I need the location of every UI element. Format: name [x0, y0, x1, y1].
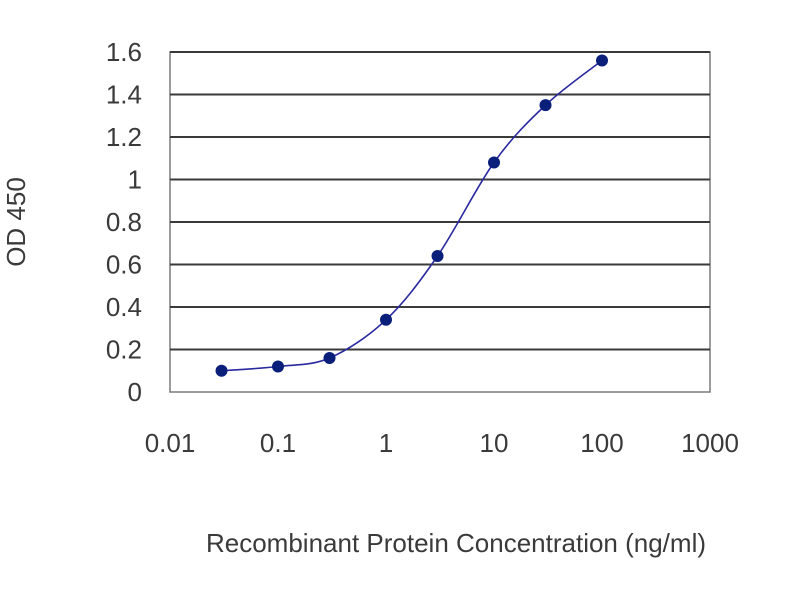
- data-point: [539, 99, 552, 112]
- data-point: [215, 364, 228, 377]
- data-point: [323, 352, 336, 364]
- x-tick-label: 10: [480, 428, 509, 458]
- x-axis-label: Recombinant Protein Concentration (ng/ml…: [206, 528, 706, 558]
- data-point: [488, 156, 500, 169]
- y-tick-label: 0.4: [106, 292, 142, 322]
- y-tick-label: 0.8: [106, 207, 142, 237]
- x-tick-label: 1000: [681, 428, 739, 458]
- y-tick-label: 1: [128, 165, 142, 195]
- data-point: [596, 54, 608, 67]
- y-tick-label: 0: [128, 377, 142, 407]
- data-point: [431, 250, 444, 262]
- gridlines: [170, 51, 710, 351]
- x-axis-ticks: 0.01 0.1 1 10 100 1000: [145, 428, 739, 458]
- fitted-curve: [221, 59, 603, 372]
- x-tick-label: 0.1: [260, 428, 296, 458]
- y-tick-label: 0.6: [106, 250, 142, 280]
- x-tick-label: 0.01: [145, 428, 196, 458]
- data-point: [380, 313, 392, 326]
- data-point: [272, 360, 284, 373]
- y-axis-label: OD 450: [1, 177, 31, 267]
- y-tick-label: 1.4: [106, 80, 142, 110]
- x-tick-label: 100: [580, 428, 623, 458]
- y-tick-label: 1.6: [106, 37, 142, 67]
- y-axis-ticks: 0 0.2 0.4 0.6 0.8 1 1.2 1.4 1.6: [106, 37, 142, 407]
- y-tick-label: 0.2: [106, 335, 142, 365]
- data-points: [215, 54, 608, 377]
- x-tick-label: 1: [379, 428, 393, 458]
- y-tick-label: 1.2: [106, 122, 142, 152]
